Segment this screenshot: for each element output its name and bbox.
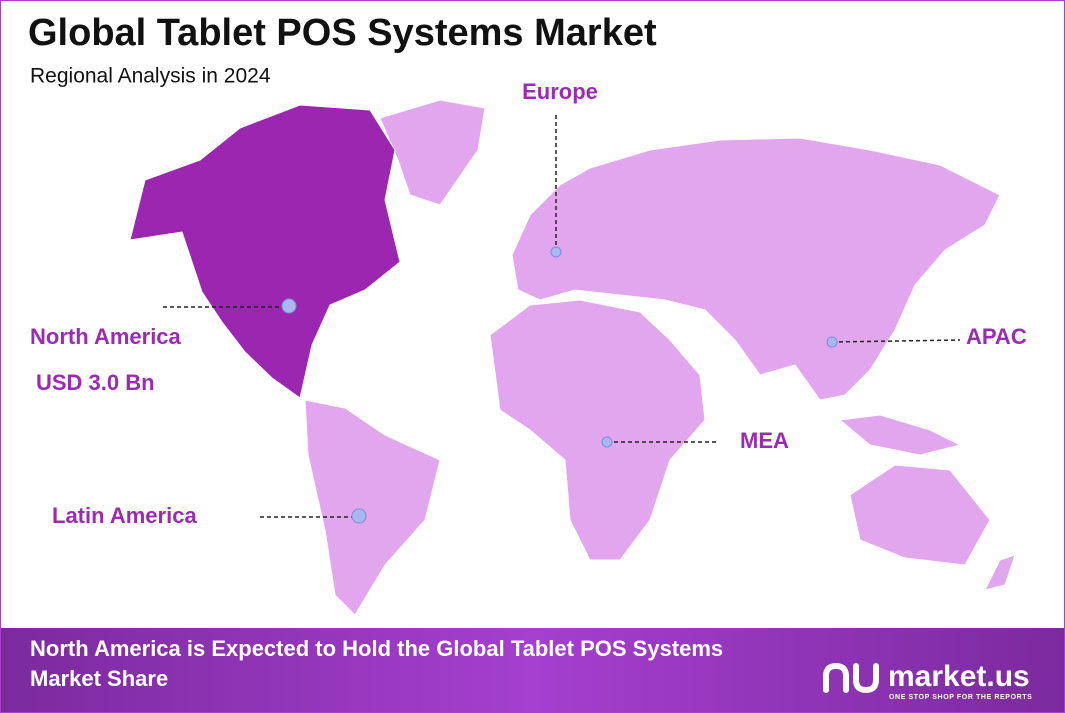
region-label: Latin America xyxy=(52,503,197,528)
australia xyxy=(849,464,991,566)
latin-america xyxy=(304,399,441,616)
brand: market.us xyxy=(888,660,1030,693)
region-label: Europe xyxy=(522,79,598,104)
subtitle: Regional Analysis in 2024 xyxy=(30,65,271,88)
region-label: MEA xyxy=(740,428,789,453)
region-value: USD 3.0 Bn xyxy=(36,370,155,395)
latin-america-marker xyxy=(351,508,367,524)
footer-text: Market Share xyxy=(30,666,168,691)
africa xyxy=(489,299,706,561)
apac-leader xyxy=(831,339,961,343)
region-label: APAC xyxy=(966,324,1027,349)
eurasia xyxy=(511,137,1001,401)
tagline: ONE STOP SHOP FOR THE REPORTS xyxy=(889,694,1032,701)
apac-marker xyxy=(826,336,838,348)
north-america-marker xyxy=(281,298,297,314)
indonesia xyxy=(838,414,962,456)
north-america xyxy=(129,104,401,399)
logo-icon xyxy=(823,662,879,694)
footer-band xyxy=(1,628,1064,712)
greenland xyxy=(379,99,486,206)
world-map xyxy=(129,99,1016,616)
region-label: North America xyxy=(30,324,182,349)
footer-text: North America is Expected to Hold the Gl… xyxy=(30,636,723,661)
new-zealand xyxy=(984,554,1016,591)
mea-marker xyxy=(601,436,613,448)
title: Global Tablet POS Systems Market xyxy=(28,12,657,54)
europe-marker xyxy=(550,246,562,258)
